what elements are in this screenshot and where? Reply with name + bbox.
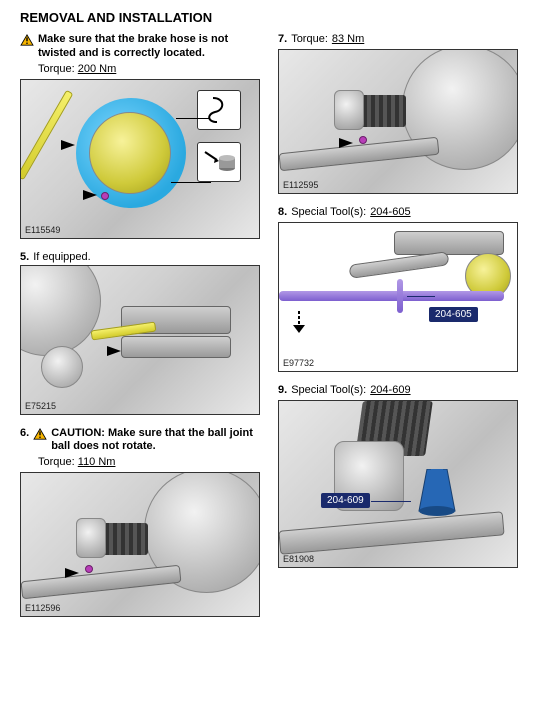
diagram-id: E112595	[283, 180, 318, 190]
step-head: 7. Torque: 83 Nm	[278, 33, 518, 45]
step-text: If equipped.	[33, 251, 91, 263]
torque-value: 110 Nm	[78, 456, 116, 468]
diagram-e81908: 204-609 E81908	[278, 400, 518, 568]
step-number: 9.	[278, 384, 287, 396]
diagram-id: E81908	[283, 554, 314, 564]
step-8: 8. Special Tool(s): 204-605 204-605 E977…	[278, 206, 518, 372]
torque-label: Torque:	[38, 63, 75, 75]
step-number: 5.	[20, 251, 29, 263]
tool-label: Special Tool(s):	[291, 206, 366, 218]
step-9: 9. Special Tool(s): 204-609 204-609 E819…	[278, 384, 518, 568]
right-column: 7. Torque: 83 Nm E112595 8. Special Tool…	[278, 33, 518, 629]
torque-label: Torque:	[291, 33, 328, 45]
down-arrow-icon	[291, 311, 307, 335]
torque-line: Torque: 200 Nm	[38, 63, 260, 75]
callout-204-609: 204-609	[321, 493, 370, 508]
torque-value: 200 Nm	[78, 63, 117, 75]
warning-icon	[20, 34, 34, 46]
hook-icon	[203, 94, 235, 126]
page-title: REMOVAL AND INSTALLATION	[20, 10, 518, 25]
step-head: Make sure that the brake hose is not twi…	[20, 33, 260, 61]
step-number: 8.	[278, 206, 287, 218]
diagram-e75215: E75215	[20, 265, 260, 415]
left-column: Make sure that the brake hose is not twi…	[20, 33, 260, 629]
step-warn-brake-hose: Make sure that the brake hose is not twi…	[20, 33, 260, 239]
tool-204-609-icon	[407, 469, 467, 529]
step-number: 7.	[278, 33, 287, 45]
step-number: 6.	[20, 427, 29, 439]
diagram-e115549: E115549	[20, 79, 260, 239]
step-7: 7. Torque: 83 Nm E112595	[278, 33, 518, 194]
tool-label: Special Tool(s):	[291, 384, 366, 396]
warning-text: Make sure that the brake hose is not twi…	[38, 33, 260, 61]
step-head: 6. CAUTION: Make sure that the ball join…	[20, 427, 260, 455]
diagram-id: E97732	[283, 358, 314, 368]
diagram-e97732: 204-605 E97732	[278, 222, 518, 372]
diagram-id: E115549	[25, 225, 60, 235]
step-head: 5. If equipped.	[20, 251, 260, 263]
caution-text: CAUTION: Make sure that the ball joint b…	[51, 427, 260, 455]
diagram-e112595: E112595	[278, 49, 518, 194]
diagram-id: E112596	[25, 603, 60, 613]
callout-204-605: 204-605	[429, 307, 478, 322]
step-5: 5. If equipped. E75215	[20, 251, 260, 415]
diagram-id: E75215	[25, 401, 56, 411]
grease-can-icon	[201, 146, 237, 178]
diagram-e112596: E112596	[20, 472, 260, 617]
tool-value: 204-605	[370, 206, 410, 218]
torque-value: 83 Nm	[332, 33, 364, 45]
two-col-layout: Make sure that the brake hose is not twi…	[20, 33, 518, 629]
torque-label: Torque:	[38, 456, 75, 468]
torque-line: Torque: 110 Nm	[38, 456, 260, 468]
step-head: 9. Special Tool(s): 204-609	[278, 384, 518, 396]
tool-value: 204-609	[370, 384, 410, 396]
step-6: 6. CAUTION: Make sure that the ball join…	[20, 427, 260, 618]
step-head: 8. Special Tool(s): 204-605	[278, 206, 518, 218]
warning-icon	[33, 428, 47, 440]
